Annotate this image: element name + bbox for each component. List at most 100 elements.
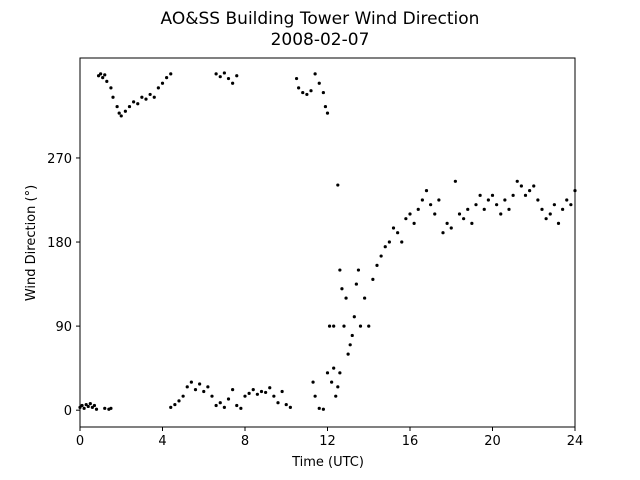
- data-point: [445, 221, 449, 225]
- data-point: [148, 92, 152, 97]
- data-point: [193, 388, 198, 392]
- data-point: [231, 81, 235, 85]
- data-point: [251, 388, 255, 392]
- data-point: [332, 324, 336, 328]
- data-point: [160, 81, 165, 85]
- data-point: [84, 402, 88, 407]
- chart-title: AO&SS Building Tower Wind Direction: [161, 9, 480, 29]
- data-point: [105, 79, 109, 83]
- data-point: [127, 104, 132, 109]
- data-point: [189, 380, 193, 384]
- data-point: [332, 366, 336, 370]
- data-point: [78, 405, 82, 409]
- data-point: [173, 402, 177, 407]
- data-point: [334, 394, 338, 398]
- data-point: [152, 95, 156, 99]
- data-point: [297, 86, 301, 90]
- data-point: [206, 385, 210, 389]
- data-point: [132, 100, 136, 104]
- data-point: [325, 111, 330, 115]
- data-point: [573, 189, 577, 193]
- data-point: [478, 193, 482, 197]
- data-point: [313, 72, 317, 76]
- data-point: [222, 71, 226, 75]
- data-point: [226, 397, 231, 401]
- data-point: [247, 391, 251, 395]
- data-point: [210, 394, 214, 398]
- data-point: [433, 212, 437, 216]
- data-point: [561, 207, 565, 211]
- y-tick-label: 180: [47, 236, 72, 251]
- data-point: [280, 389, 284, 394]
- data-point: [523, 193, 528, 197]
- data-point: [264, 390, 268, 395]
- data-point: [338, 371, 342, 375]
- x-tick-label: 20: [484, 434, 501, 449]
- data-point: [165, 76, 169, 80]
- data-point: [115, 104, 119, 109]
- data-point: [532, 184, 536, 188]
- data-point: [344, 296, 348, 300]
- data-point: [317, 406, 321, 410]
- x-tick-label: 24: [567, 434, 584, 449]
- data-point: [272, 394, 276, 398]
- data-point: [96, 74, 101, 78]
- data-point: [552, 203, 556, 207]
- data-point: [323, 104, 328, 109]
- data-point: [466, 207, 470, 211]
- data-point: [416, 207, 420, 211]
- data-point: [437, 198, 441, 202]
- data-point: [185, 385, 189, 389]
- data-point: [202, 389, 206, 394]
- data-point: [470, 221, 474, 225]
- data-point: [82, 406, 86, 410]
- data-point: [235, 403, 239, 408]
- data-point: [327, 324, 332, 328]
- data-point: [507, 207, 511, 211]
- data-point: [94, 407, 99, 411]
- data-point: [239, 406, 243, 410]
- data-point: [404, 217, 408, 221]
- data-point: [214, 72, 218, 76]
- x-tick-label: 4: [158, 434, 166, 449]
- data-point: [490, 193, 495, 197]
- data-point: [156, 86, 160, 90]
- data-point: [346, 352, 350, 356]
- y-axis-label: Wind Direction (°): [24, 185, 39, 301]
- data-point: [420, 198, 424, 202]
- data-point: [391, 226, 396, 230]
- data-point: [540, 207, 544, 211]
- data-point: [103, 406, 107, 410]
- data-point: [117, 111, 121, 115]
- data-point: [482, 207, 486, 211]
- data-point: [276, 401, 280, 405]
- data-point: [243, 394, 247, 398]
- data-point: [340, 287, 344, 291]
- data-point: [140, 95, 144, 99]
- data-point: [311, 380, 315, 384]
- data-point: [367, 324, 371, 328]
- data-point: [424, 189, 429, 193]
- data-point: [305, 92, 309, 97]
- data-point: [528, 189, 532, 193]
- data-point: [88, 402, 92, 406]
- data-point: [103, 73, 107, 77]
- data-point: [330, 380, 334, 384]
- data-point: [565, 198, 569, 202]
- data-point: [457, 212, 462, 216]
- x-tick-label: 8: [241, 434, 249, 449]
- data-point: [321, 90, 325, 95]
- data-point: [453, 179, 457, 183]
- y-tick-label: 90: [55, 320, 72, 335]
- data-point: [198, 382, 202, 386]
- data-point: [556, 221, 561, 225]
- data-point: [181, 394, 185, 398]
- data-point: [383, 245, 387, 249]
- data-point: [169, 405, 173, 409]
- data-point: [387, 240, 391, 244]
- data-point: [321, 407, 325, 411]
- data-point: [356, 268, 361, 272]
- data-point: [536, 198, 540, 202]
- data-point: [80, 403, 84, 408]
- data-point: [429, 203, 433, 207]
